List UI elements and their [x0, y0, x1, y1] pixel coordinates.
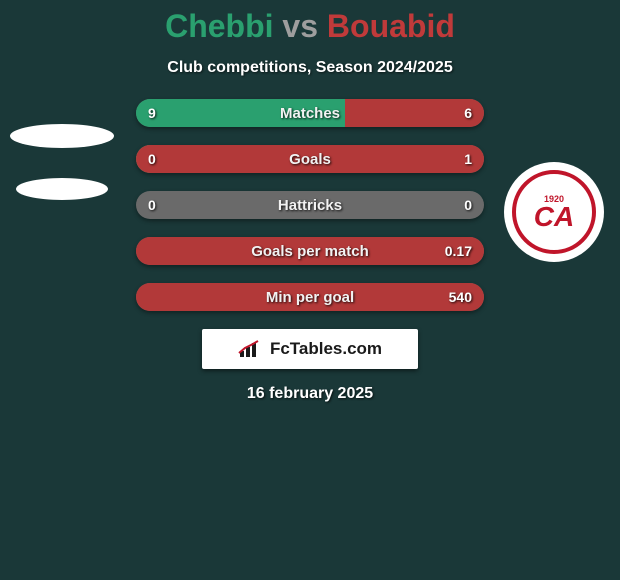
left-badge-ellipse-1	[10, 124, 114, 148]
club-africain-icon: 1920 CA	[504, 162, 604, 262]
stat-label: Matches	[136, 99, 484, 127]
stat-label: Goals	[136, 145, 484, 173]
subtitle: Club competitions, Season 2024/2025	[0, 59, 620, 77]
stat-row: Min per goal540	[136, 283, 484, 311]
stat-row: Matches9 6	[136, 99, 484, 127]
stat-label: Hattricks	[136, 191, 484, 219]
stat-row: Hattricks0 0	[136, 191, 484, 219]
stat-label: Min per goal	[136, 283, 484, 311]
stat-right-value: 0.17	[433, 237, 484, 265]
player1-name: Chebbi	[165, 8, 273, 44]
vs-text: vs	[282, 8, 318, 44]
right-team-badge: 1920 CA	[504, 162, 614, 272]
date-text: 16 february 2025	[0, 385, 620, 403]
stat-right-value: 0	[452, 191, 484, 219]
fctables-logo[interactable]: FcTables.com	[202, 329, 418, 369]
player2-name: Bouabid	[327, 8, 455, 44]
comparison-title: Chebbi vs Bouabid	[0, 8, 620, 45]
logo-text: FcTables.com	[270, 339, 382, 359]
stat-row: Goals0 1	[136, 145, 484, 173]
stat-right-value: 540	[437, 283, 484, 311]
stat-left-value: 0	[136, 145, 168, 173]
bar-chart-icon	[238, 339, 264, 359]
stat-row: Goals per match0.17	[136, 237, 484, 265]
stats-panel: Matches96Goals01Hattricks00Goals per mat…	[136, 99, 484, 311]
stat-right-value: 1	[452, 145, 484, 173]
left-badge-ellipse-2	[16, 178, 108, 200]
badge-letters: CA	[534, 204, 574, 229]
stat-left-value: 0	[136, 191, 168, 219]
stat-left-value: 9	[136, 99, 168, 127]
stat-right-value: 6	[452, 99, 484, 127]
